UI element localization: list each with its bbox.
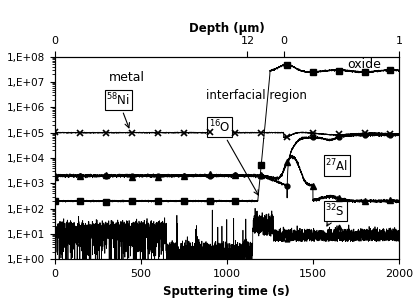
X-axis label: Sputtering time (s): Sputtering time (s) [163,285,290,297]
Text: $^{16}$O: $^{16}$O [209,119,258,195]
Text: $^{58}$Ni: $^{58}$Ni [106,92,130,128]
X-axis label: Depth (μm): Depth (μm) [189,22,265,35]
Text: $^{27}$Al: $^{27}$Al [326,157,349,174]
Text: interfacial region: interfacial region [206,89,307,102]
Text: metal: metal [109,71,145,84]
Text: $^{32}$S: $^{32}$S [326,203,345,226]
Text: oxide: oxide [348,58,381,71]
Y-axis label: Intensity (c/s): Intensity (c/s) [0,117,1,198]
